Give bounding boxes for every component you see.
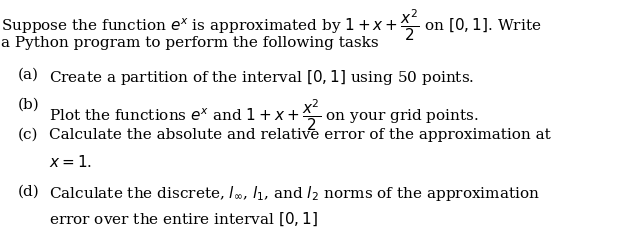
Text: (c): (c) — [18, 128, 39, 142]
Text: Calculate the discrete, $l_\infty$, $l_1$, and $l_2$ norms of the approximation: Calculate the discrete, $l_\infty$, $l_1… — [49, 184, 540, 203]
Text: $x=1$.: $x=1$. — [49, 154, 92, 170]
Text: (d): (d) — [18, 184, 40, 198]
Text: Plot the functions $e^x$ and $1+x+\dfrac{x^2}{2}$ on your grid points.: Plot the functions $e^x$ and $1+x+\dfrac… — [49, 98, 479, 133]
Text: Suppose the function $e^x$ is approximated by $1+x+\dfrac{x^2}{2}$ on $[0,1]$. W: Suppose the function $e^x$ is approximat… — [1, 8, 542, 43]
Text: Calculate the absolute and relative error of the approximation at: Calculate the absolute and relative erro… — [49, 128, 551, 142]
Text: Create a partition of the interval $[0,1]$ using 50 points.: Create a partition of the interval $[0,1… — [49, 68, 474, 87]
Text: a Python program to perform the following tasks: a Python program to perform the followin… — [1, 36, 379, 50]
Text: (b): (b) — [18, 98, 40, 112]
Text: (a): (a) — [18, 68, 39, 82]
Text: error over the entire interval $[0,1]$: error over the entire interval $[0,1]$ — [49, 210, 318, 228]
